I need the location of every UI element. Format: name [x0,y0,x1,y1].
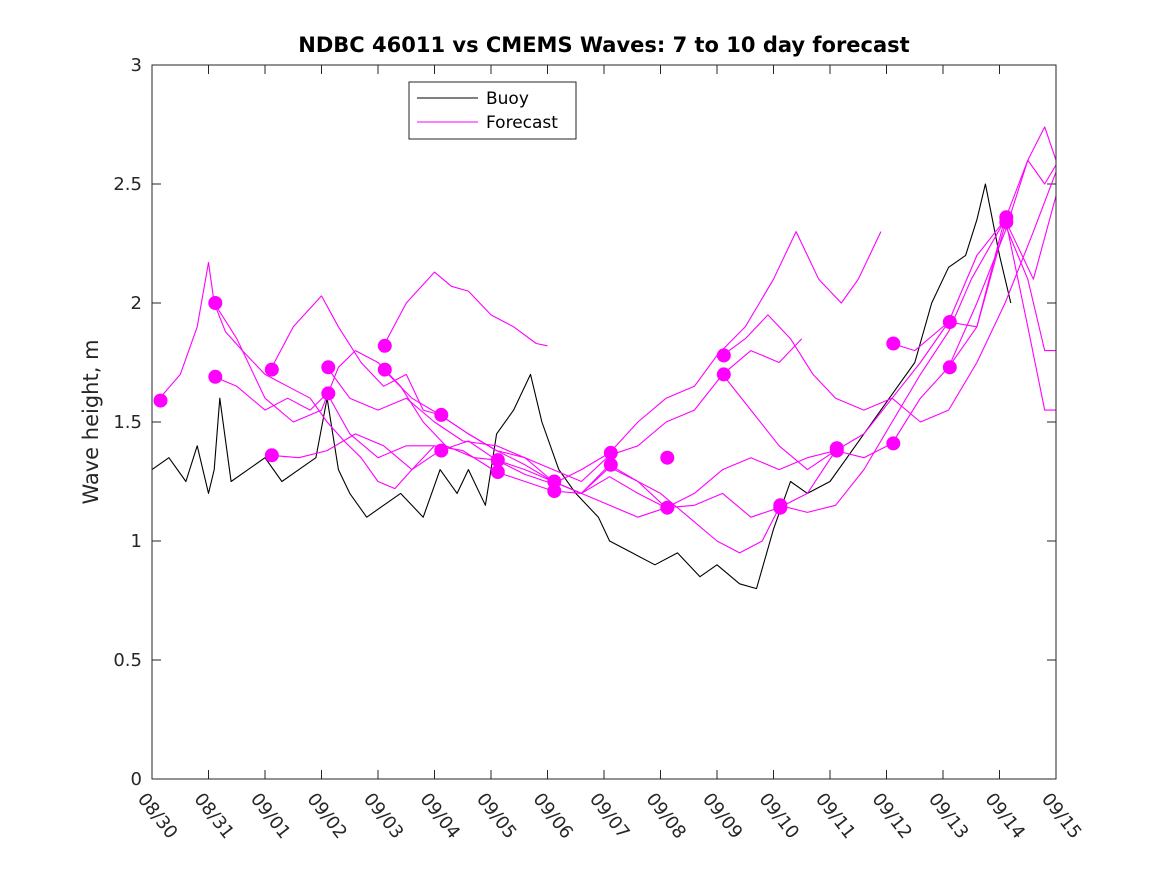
series-line-4 [270,295,837,518]
forecast-marker-20 [716,367,731,382]
series-line-12 [891,216,1056,411]
forecast-marker-1 [208,296,223,310]
forecast-marker-7 [377,338,392,353]
forecast-marker-14 [547,484,562,498]
forecast-marker-16 [603,457,618,472]
series-line-7 [383,271,548,347]
forecast-marker-22 [773,500,788,515]
forecast-marker-8 [377,362,392,377]
forecast-marker-18 [660,500,675,515]
forecast-marker-26 [886,436,901,451]
series-line-8 [383,338,803,483]
y-tick-label-4: 2 [131,293,142,314]
forecast-marker-12 [490,465,505,479]
series-line-1 [157,261,435,490]
series-line-0 [151,183,1012,590]
y-tick-label-0: 0 [131,769,142,790]
forecast-marker-19 [716,348,731,363]
forecast-marker-2 [208,369,223,384]
series-line-6 [326,195,1057,509]
forecast-marker-24 [829,443,844,458]
forecast-marker-15 [603,445,618,460]
series-line-5 [270,231,882,485]
forecast-marker-28 [942,360,957,375]
forecast-marker-5 [321,360,336,375]
legend-label-forecast: Forecast [486,113,558,133]
series-line-10 [722,159,1057,471]
series-line-9 [722,171,1057,423]
forecast-marker-25 [886,336,901,351]
forecast-marker-30 [999,215,1014,230]
forecast-marker-3 [264,362,279,377]
forecast-marker-4 [264,448,279,463]
y-tick-label-1: 0.5 [113,650,142,671]
forecast-marker-11 [490,453,505,468]
forecast-marker-17 [660,450,675,465]
y-tick-label-2: 1 [131,531,142,552]
legend-label-buoy: Buoy [486,89,529,109]
forecast-marker-6 [321,386,336,401]
legend: Buoy Forecast [408,81,577,140]
forecast-marker-9 [434,407,449,422]
series-line-13 [948,223,1056,368]
y-tick-label-5: 2.5 [113,174,142,195]
forecast-marker-10 [434,443,449,458]
y-tick-labels: 0 0.5 1 1.5 2 2.5 3 [113,55,142,790]
series-line-11 [778,126,1057,513]
marker-layer [153,210,1014,515]
y-tick-label-6: 3 [131,55,142,76]
chart-title: NDBC 46011 vs CMEMS Waves: 7 to 10 day f… [298,33,909,57]
forecast-marker-0 [153,393,168,408]
axis-ticks [151,64,1057,780]
forecast-marker-27 [942,315,957,329]
legend-box [408,81,577,140]
y-axis-label: Wave height, m [79,339,103,504]
y-tick-label-3: 1.5 [113,412,142,433]
plot-frame [151,64,1057,780]
